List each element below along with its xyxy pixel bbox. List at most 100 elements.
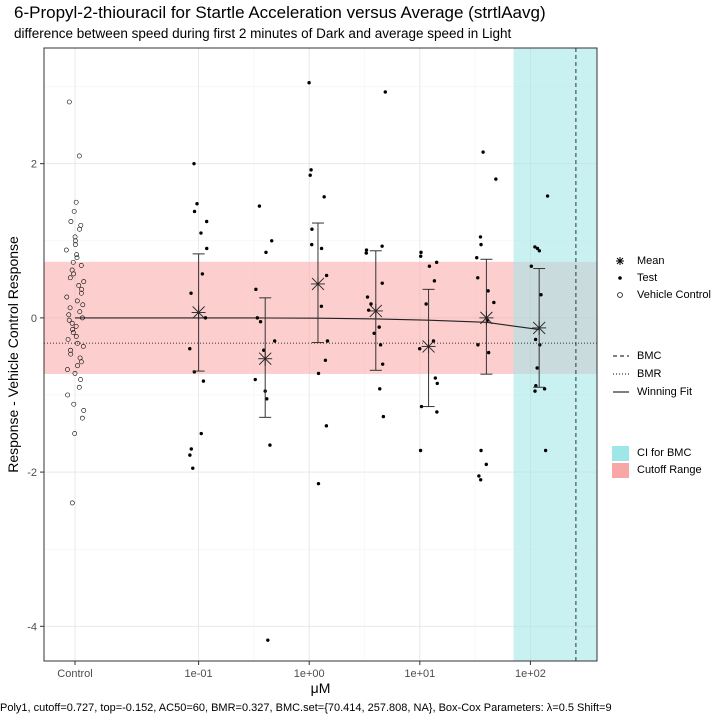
mean-marker — [191, 305, 206, 320]
test-point — [189, 291, 193, 295]
test-point — [195, 202, 199, 206]
vehicle-control-point — [71, 209, 77, 214]
x-tick-label: 1e+02 — [515, 668, 546, 680]
vehicle-control-point — [68, 219, 74, 224]
test-point — [419, 404, 424, 409]
vehicle-control-point — [78, 290, 84, 296]
vehicle-control-point — [71, 271, 77, 277]
vehicle-control-point — [72, 370, 78, 376]
test-point — [380, 362, 385, 366]
test-point — [205, 246, 209, 251]
test-point — [427, 264, 432, 268]
test-point — [545, 194, 550, 198]
test-point — [324, 273, 329, 278]
x-tick-label: Control — [57, 668, 92, 680]
vehicle-control-point — [79, 286, 84, 292]
vehicle-control-point — [78, 377, 83, 382]
test-point — [364, 248, 369, 252]
test-point — [486, 350, 491, 355]
mean-marker — [368, 303, 383, 318]
vehicle-control-point — [65, 337, 71, 342]
test-point — [364, 251, 368, 255]
test-point — [478, 478, 483, 482]
legend-label: Mean — [637, 255, 665, 267]
vehicle-control-point — [78, 263, 84, 268]
circle-icon — [617, 292, 623, 298]
vehicle-control-point — [76, 153, 82, 159]
legend-label: BMR — [637, 368, 662, 380]
legend-label: BMC — [637, 350, 662, 362]
test-point — [537, 249, 542, 253]
mean-marker — [479, 310, 494, 325]
test-point — [309, 168, 313, 172]
test-point — [319, 304, 324, 309]
test-point — [266, 638, 270, 642]
test-point — [199, 231, 203, 235]
y-tick-label: 0 — [31, 313, 37, 325]
vehicle-control-point — [63, 247, 69, 253]
caption: Poly1, cutoff=0.727, top=-0.152, AC50=60… — [0, 702, 612, 714]
vehicle-control-point — [73, 333, 79, 339]
test-point — [486, 289, 490, 293]
test-point — [323, 358, 328, 362]
x-tick-label: 1e+00 — [294, 668, 325, 680]
test-point — [424, 302, 428, 306]
test-point — [533, 245, 537, 249]
mean-marker — [310, 276, 325, 291]
vehicle-control-point — [65, 367, 70, 372]
vehicle-control-point — [68, 347, 73, 353]
test-point — [310, 242, 314, 247]
vehicle-control-point — [66, 317, 72, 323]
vehicle-control-point — [78, 359, 84, 365]
x-tick-label: 1e-01 — [185, 668, 213, 680]
vehicle-control-point — [69, 500, 75, 506]
legend-label: Cutoff Range — [637, 464, 702, 476]
vehicle-control-point — [70, 259, 76, 265]
test-point — [268, 443, 272, 447]
plot-border — [43, 47, 598, 662]
test-point — [434, 260, 439, 265]
vehicle-control-point — [73, 323, 79, 329]
test-point — [254, 287, 258, 292]
test-point — [543, 448, 548, 453]
vehicle-control-point — [72, 431, 78, 436]
mean-marker — [421, 339, 436, 354]
test-point — [203, 316, 208, 320]
vehicle-control-point — [66, 312, 72, 318]
test-point — [477, 474, 481, 478]
test-point — [475, 256, 479, 260]
test-point — [418, 448, 423, 453]
vehicle-control-point — [76, 384, 82, 390]
test-point — [542, 387, 547, 391]
mean-marker — [532, 320, 547, 335]
test-point — [258, 320, 263, 324]
vehicle-control-point — [80, 344, 86, 349]
y-tick-label: 2 — [31, 159, 37, 171]
test-point — [319, 246, 324, 251]
test-point — [432, 279, 437, 283]
test-point — [535, 246, 540, 251]
vehicle-control-point — [75, 363, 80, 369]
test-point — [253, 377, 257, 382]
test-point — [188, 453, 192, 457]
test-point — [418, 347, 422, 351]
vehicle-control-point — [75, 340, 80, 346]
test-point — [257, 204, 262, 208]
solid-line-icon — [613, 391, 629, 393]
legend-label: Test — [637, 272, 658, 284]
test-point — [272, 339, 277, 343]
test-point — [534, 384, 538, 388]
test-point — [380, 244, 384, 248]
dotted-line-icon — [613, 373, 629, 375]
star-icon — [616, 257, 624, 265]
test-point — [484, 462, 488, 467]
vehicle-control-point — [72, 234, 78, 240]
test-point — [533, 337, 538, 342]
vehicle-control-point — [73, 238, 78, 244]
vehicle-control-point — [73, 199, 79, 205]
vehicle-control-point — [68, 351, 74, 357]
test-point — [479, 242, 483, 247]
vehicle-control-point — [79, 415, 85, 421]
vehicle-control-point — [81, 279, 87, 285]
vehicle-control-point — [77, 226, 82, 232]
